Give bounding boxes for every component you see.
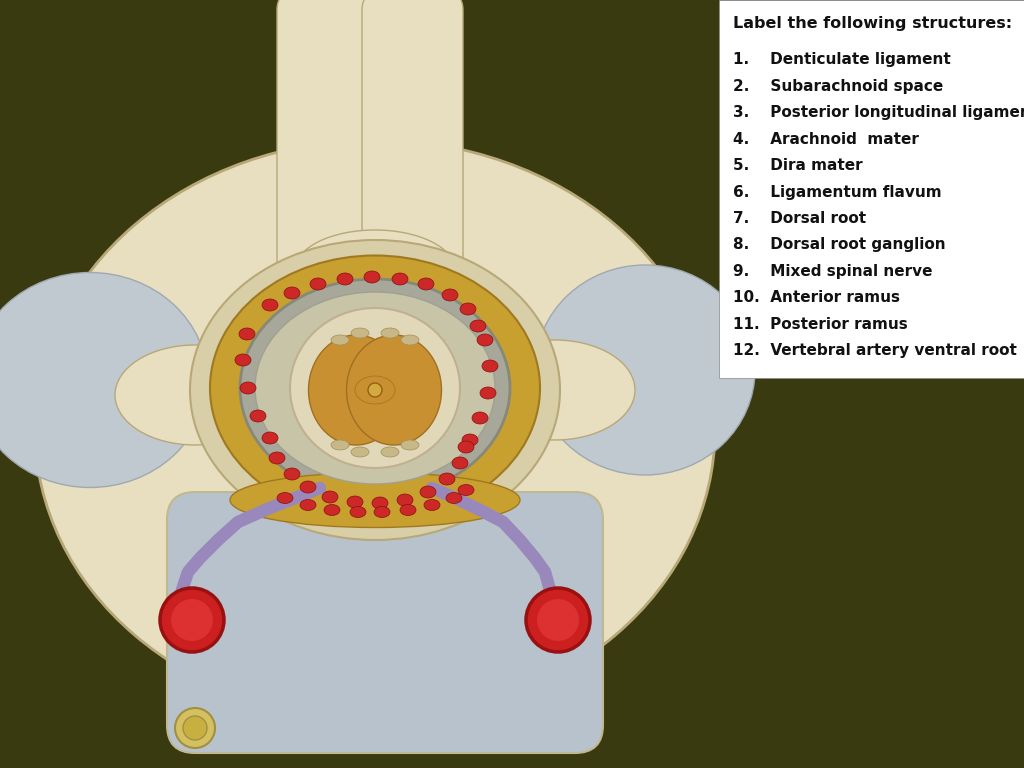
Ellipse shape (460, 303, 476, 315)
Circle shape (536, 598, 580, 642)
Ellipse shape (351, 328, 369, 338)
Ellipse shape (250, 410, 266, 422)
Ellipse shape (480, 387, 496, 399)
Circle shape (183, 716, 207, 740)
Ellipse shape (374, 507, 390, 518)
Ellipse shape (337, 273, 353, 285)
Circle shape (368, 383, 382, 397)
Ellipse shape (295, 230, 455, 310)
Ellipse shape (351, 447, 369, 457)
Ellipse shape (470, 320, 486, 332)
Text: 6.    Ligamentum flavum: 6. Ligamentum flavum (733, 184, 942, 200)
Text: 12.  Vertebral artery ventral root: 12. Vertebral artery ventral root (733, 343, 1017, 359)
Ellipse shape (350, 507, 366, 518)
Ellipse shape (477, 334, 493, 346)
Ellipse shape (284, 468, 300, 480)
Ellipse shape (0, 273, 208, 488)
Ellipse shape (310, 278, 326, 290)
Ellipse shape (401, 440, 419, 450)
Ellipse shape (397, 494, 413, 506)
Text: 3.    Posterior longitudinal ligament: 3. Posterior longitudinal ligament (733, 105, 1024, 120)
Ellipse shape (381, 447, 399, 457)
Ellipse shape (284, 287, 300, 299)
Ellipse shape (324, 505, 340, 515)
Ellipse shape (475, 340, 635, 440)
Text: 1.    Denticulate ligament: 1. Denticulate ligament (733, 52, 950, 67)
Text: 7.    Dorsal root: 7. Dorsal root (733, 211, 866, 226)
Ellipse shape (278, 492, 293, 504)
Ellipse shape (290, 308, 460, 468)
Text: 8.    Dorsal root ganglion: 8. Dorsal root ganglion (733, 237, 945, 253)
Ellipse shape (308, 335, 403, 445)
Text: Label the following structures:: Label the following structures: (733, 16, 1012, 31)
Text: 10.  Anterior ramus: 10. Anterior ramus (733, 290, 900, 306)
FancyBboxPatch shape (167, 492, 603, 753)
Ellipse shape (458, 441, 474, 453)
Ellipse shape (355, 376, 395, 404)
Ellipse shape (347, 496, 362, 508)
Ellipse shape (331, 440, 349, 450)
Ellipse shape (472, 412, 488, 424)
Ellipse shape (262, 432, 278, 444)
Ellipse shape (234, 354, 251, 366)
Ellipse shape (401, 335, 419, 345)
Ellipse shape (420, 486, 436, 498)
Ellipse shape (418, 278, 434, 290)
Ellipse shape (230, 472, 520, 528)
Ellipse shape (255, 292, 495, 484)
Ellipse shape (458, 485, 474, 495)
Ellipse shape (439, 473, 455, 485)
Text: 2.    Subarachnoid space: 2. Subarachnoid space (733, 78, 943, 94)
Ellipse shape (269, 452, 285, 464)
Circle shape (160, 588, 224, 652)
Text: 11.  Posterior ramus: 11. Posterior ramus (733, 317, 907, 332)
Ellipse shape (346, 335, 441, 445)
Ellipse shape (115, 345, 275, 445)
Ellipse shape (535, 265, 755, 475)
Ellipse shape (262, 299, 278, 311)
Circle shape (175, 708, 215, 748)
Ellipse shape (240, 279, 510, 497)
Circle shape (526, 588, 590, 652)
Ellipse shape (239, 328, 255, 340)
Ellipse shape (300, 499, 316, 511)
Ellipse shape (452, 457, 468, 469)
Ellipse shape (300, 481, 316, 493)
Bar (719, 0, 1024, 378)
Ellipse shape (372, 497, 388, 509)
Circle shape (170, 598, 214, 642)
Text: 5.    Dira mater: 5. Dira mater (733, 158, 862, 173)
Ellipse shape (424, 499, 440, 511)
Ellipse shape (400, 505, 416, 515)
Text: 4.    Arachnoid  mater: 4. Arachnoid mater (733, 131, 919, 147)
Ellipse shape (331, 335, 349, 345)
Ellipse shape (482, 360, 498, 372)
Ellipse shape (35, 140, 715, 720)
Ellipse shape (364, 271, 380, 283)
Ellipse shape (392, 273, 408, 285)
Ellipse shape (190, 240, 560, 540)
Ellipse shape (462, 434, 478, 446)
Ellipse shape (446, 492, 462, 504)
Text: 9.    Mixed spinal nerve: 9. Mixed spinal nerve (733, 264, 933, 279)
Ellipse shape (240, 382, 256, 394)
Ellipse shape (322, 491, 338, 503)
Ellipse shape (210, 256, 540, 521)
Ellipse shape (381, 328, 399, 338)
FancyBboxPatch shape (362, 0, 463, 288)
Ellipse shape (442, 289, 458, 301)
FancyBboxPatch shape (278, 0, 378, 288)
